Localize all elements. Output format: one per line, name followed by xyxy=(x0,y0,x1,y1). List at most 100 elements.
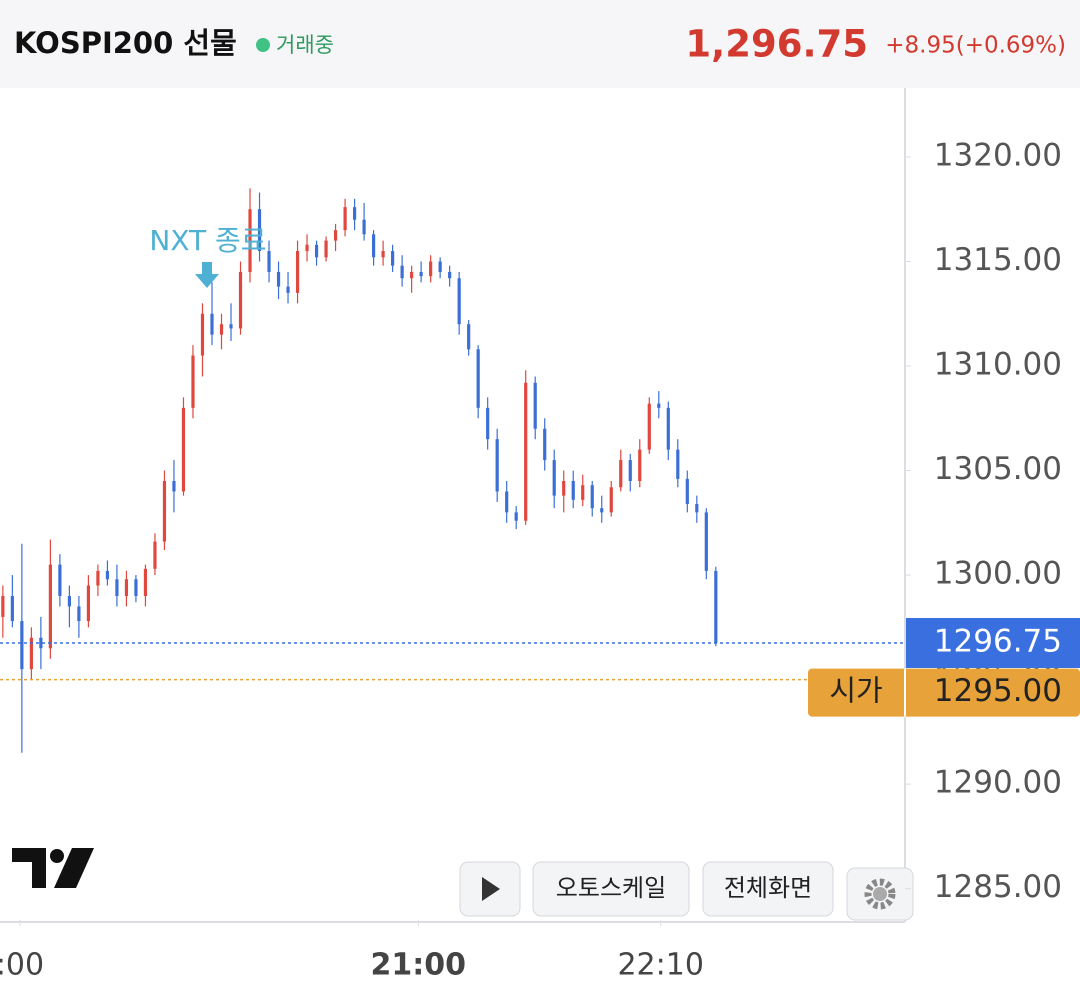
candle-body xyxy=(248,209,252,272)
candle-body xyxy=(295,251,300,293)
candle-body xyxy=(267,251,271,272)
candle-body xyxy=(609,487,613,513)
plot xyxy=(1,188,718,753)
candle-body xyxy=(448,271,452,279)
y-tick-label: 1315.00 xyxy=(934,242,1062,278)
candle-body xyxy=(200,313,205,356)
candle-body xyxy=(238,271,243,329)
candle-body xyxy=(257,209,262,252)
annotation-arrow xyxy=(195,262,219,288)
candle-body xyxy=(115,579,119,596)
candle-body xyxy=(381,251,385,258)
fullscreen-button[interactable]: 전체화면 xyxy=(702,861,834,917)
candle-body xyxy=(562,481,566,496)
candle-body xyxy=(153,541,157,569)
candle-body xyxy=(533,382,537,429)
candle-body xyxy=(286,286,290,293)
autoscale-label: 오토스케일 xyxy=(556,874,666,902)
status-dot xyxy=(256,38,270,52)
candle-body xyxy=(657,403,661,408)
candle-body xyxy=(191,355,195,408)
last-price-box xyxy=(906,618,1080,669)
candle-body xyxy=(391,251,395,266)
candle-body xyxy=(438,261,442,272)
candle-body xyxy=(96,570,100,586)
candle-body xyxy=(276,271,281,287)
candle-body xyxy=(581,485,585,500)
candle-body xyxy=(543,428,547,461)
candle-body xyxy=(628,460,632,482)
settings-button[interactable] xyxy=(846,867,914,921)
candle-body xyxy=(143,568,148,596)
candle-body xyxy=(1,595,5,617)
play-button[interactable] xyxy=(459,861,521,917)
fullscreen-label: 전체화면 xyxy=(724,874,812,902)
title: KOSPI200 선물 xyxy=(14,26,237,60)
candle-body xyxy=(181,407,186,492)
candle-body xyxy=(371,234,376,258)
open-label: 시가 xyxy=(829,674,882,708)
candle-body xyxy=(67,595,71,607)
candle-body xyxy=(410,271,414,279)
candle-body xyxy=(457,278,461,325)
x-tick-label: :00 xyxy=(0,948,44,983)
candle-body xyxy=(514,512,518,521)
candle-body xyxy=(124,579,129,596)
candle-body xyxy=(10,595,14,622)
candle-body xyxy=(590,485,594,509)
candle-body xyxy=(695,504,699,513)
candle-body xyxy=(476,349,480,408)
candle-body xyxy=(134,579,138,596)
candle-body xyxy=(647,403,651,450)
y-tick-label: 1305.00 xyxy=(934,451,1062,487)
candle-body xyxy=(333,230,338,241)
x-tick-label: 21:00 xyxy=(371,948,467,983)
price: 1,296.75 xyxy=(685,23,868,66)
x-tick-label: 22:10 xyxy=(617,948,703,983)
candle-body xyxy=(39,637,43,649)
candle-body xyxy=(229,324,233,329)
candle-body xyxy=(486,407,490,440)
candle-body xyxy=(86,585,91,622)
candle-body xyxy=(638,449,642,482)
candle-body xyxy=(362,219,366,235)
candle-body xyxy=(505,491,509,513)
candle-body xyxy=(172,481,176,492)
y-tick-label: 1300.00 xyxy=(934,556,1062,592)
candle-body xyxy=(48,564,52,649)
open-price-box xyxy=(808,668,1080,717)
change: +8.95(+0.69%) xyxy=(885,33,1066,59)
candle-body xyxy=(305,244,309,252)
open-price-label: 1295.00 xyxy=(934,673,1062,709)
candle-body xyxy=(676,449,680,479)
y-tick-label: 1285.00 xyxy=(934,869,1062,905)
candle-body xyxy=(685,478,689,504)
candle-body xyxy=(666,407,670,450)
candle-body xyxy=(467,324,471,350)
candle-body xyxy=(524,382,528,521)
annotation: NXT 종료 xyxy=(149,224,266,257)
last-price-label: 1296.75 xyxy=(934,624,1062,660)
candle-body xyxy=(619,460,623,488)
candle-body xyxy=(343,207,347,231)
y-tick-label: 1290.00 xyxy=(934,765,1062,801)
candle-body xyxy=(77,606,81,622)
candle-body xyxy=(324,240,328,258)
status: 거래중 xyxy=(276,33,334,57)
y-tick-label: 1310.00 xyxy=(934,347,1062,383)
candle-body xyxy=(29,637,33,670)
candle-body xyxy=(600,508,604,513)
autoscale-button[interactable]: 오토스케일 xyxy=(532,861,690,917)
candle-body xyxy=(571,481,575,500)
candle-body xyxy=(162,481,167,542)
candle-body xyxy=(495,439,499,492)
candle-body xyxy=(419,271,423,277)
candle-body xyxy=(314,244,319,258)
header-bg xyxy=(0,0,1080,88)
candle-body xyxy=(400,265,404,279)
candle-body xyxy=(210,313,214,335)
candle-body xyxy=(20,621,24,670)
candle-body xyxy=(552,460,556,496)
candle-body xyxy=(58,564,62,596)
